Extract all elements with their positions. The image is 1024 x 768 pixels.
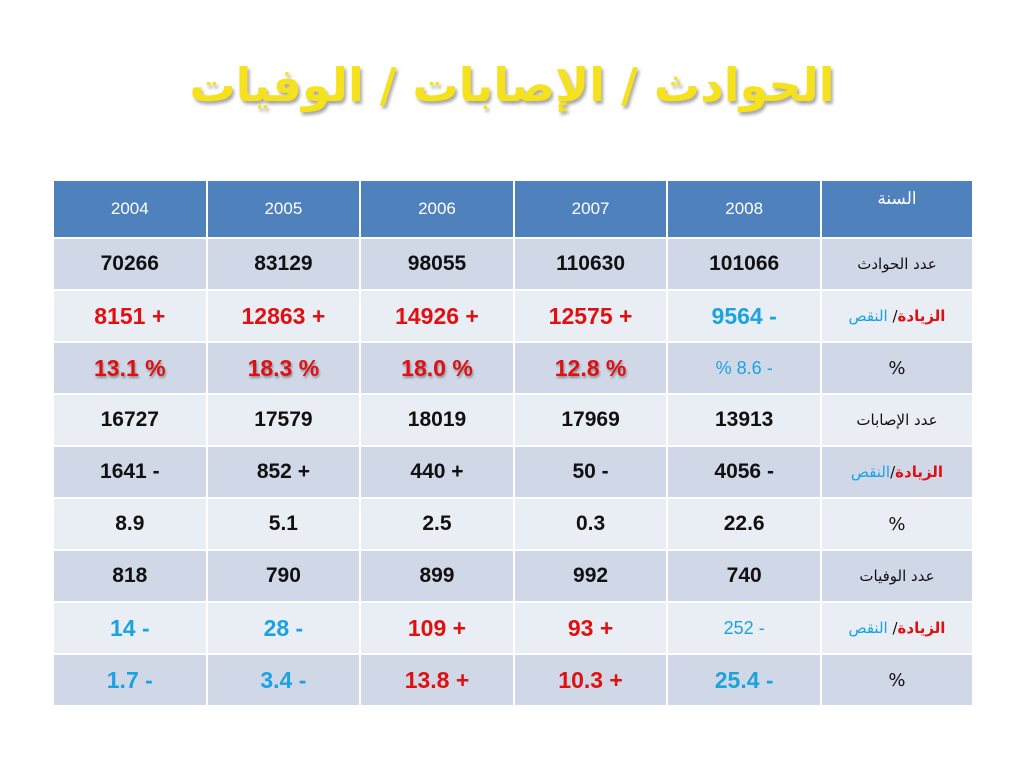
- year-header: 2007: [512, 179, 669, 239]
- table-cell: - 1.7: [52, 653, 208, 707]
- year-header-label: السنة: [819, 179, 974, 239]
- table-cell: - 9564: [666, 289, 822, 343]
- increase-label: الزيادة: [897, 307, 946, 325]
- table-cell: 16727: [52, 393, 208, 447]
- table-cell: + 13.8: [359, 653, 515, 707]
- table-row-injuries-percent: % 22.6 0.3 2.5 5.1 8.9: [52, 497, 974, 551]
- table-cell: 17579: [205, 393, 362, 447]
- row-label: %: [819, 341, 974, 395]
- table-cell: 13913: [666, 393, 822, 447]
- table-cell: + 12575: [512, 289, 669, 343]
- table-cell: 98055: [359, 237, 515, 291]
- table-cell: + 12863: [205, 289, 362, 343]
- row-label: %: [819, 497, 974, 551]
- table-row-accidents-change: الزيادة/ النقص - 9564 + 12575 + 14926 + …: [52, 289, 974, 343]
- table-row-accidents-percent: % - 8.6 % % 12.8 % 18.0 % 18.3 % 13.1: [52, 341, 974, 395]
- label-separator: /: [887, 619, 898, 637]
- table-cell: % 18.0: [359, 341, 515, 395]
- row-label: عدد الحوادث: [819, 237, 974, 291]
- table-cell: 22.6: [666, 497, 822, 551]
- increase-label: الزيادة: [897, 619, 946, 637]
- row-label: عدد الوفيات: [819, 549, 974, 603]
- table-cell: - 25.4: [666, 653, 822, 707]
- row-label: الزيادة/ النقص: [819, 601, 974, 655]
- table-cell: - 4056: [666, 445, 822, 499]
- table-cell: 83129: [205, 237, 362, 291]
- table-cell: 818: [52, 549, 208, 603]
- table-row-injuries-change: الزيادة/النقص - 4056 - 50 + 440 + 852 - …: [52, 445, 974, 499]
- table-cell: + 10.3: [512, 653, 669, 707]
- table-cell: + 93: [512, 601, 669, 655]
- table-row-deaths-percent: % - 25.4 + 10.3 + 13.8 - 3.4 - 1.7: [52, 653, 974, 707]
- table-cell: 110630: [512, 237, 669, 291]
- statistics-table: السنة 2008 2007 2006 2005 2004 عدد الحوا…: [52, 179, 974, 707]
- row-label: عدد الإصابات: [819, 393, 974, 447]
- table-cell: + 14926: [359, 289, 515, 343]
- table-cell: 899: [359, 549, 515, 603]
- table-cell: - 1641: [52, 445, 208, 499]
- table-cell: 8.9: [52, 497, 208, 551]
- table-cell: + 109: [359, 601, 515, 655]
- table-cell: % 13.1: [52, 341, 208, 395]
- table-cell: 2.5: [359, 497, 515, 551]
- table-cell: % 12.8: [512, 341, 669, 395]
- decrease-label: النقص: [848, 307, 888, 325]
- table-cell: 790: [205, 549, 362, 603]
- decrease-label: النقص: [850, 463, 891, 481]
- table-cell: 70266: [52, 237, 208, 291]
- table-cell: + 440: [359, 445, 515, 499]
- table-cell: 0.3: [512, 497, 669, 551]
- table-row-deaths-count: عدد الوفيات 740 992 899 790 818: [52, 549, 974, 603]
- table-cell: % 18.3: [205, 341, 362, 395]
- increase-label: الزيادة: [895, 463, 944, 481]
- table-cell: 101066: [666, 237, 822, 291]
- slide-title: الحوادث / الإصابات / الوفيات: [189, 58, 835, 112]
- table-cell: - 50: [512, 445, 669, 499]
- table-cell: - 3.4: [205, 653, 362, 707]
- table-cell: 5.1: [205, 497, 362, 551]
- row-label: الزيادة/ النقص: [819, 289, 974, 343]
- table-cell: - 28: [205, 601, 362, 655]
- decrease-label: النقص: [848, 619, 888, 637]
- table-cell: 17969: [512, 393, 669, 447]
- table-cell: - 252: [666, 601, 822, 655]
- header-row: السنة 2008 2007 2006 2005 2004: [52, 179, 974, 239]
- year-header: 2005: [205, 179, 362, 239]
- row-label: الزيادة/النقص: [819, 445, 974, 499]
- table-cell: + 852: [205, 445, 362, 499]
- label-separator: /: [887, 307, 898, 325]
- table-row-injuries-count: عدد الإصابات 13913 17969 18019 17579 167…: [52, 393, 974, 447]
- year-header: 2006: [359, 179, 515, 239]
- table-cell: - 8.6 %: [666, 341, 822, 395]
- table-row-accidents-count: عدد الحوادث 101066 110630 98055 83129 70…: [52, 237, 974, 291]
- table-cell: 18019: [359, 393, 515, 447]
- table-cell: 740: [666, 549, 822, 603]
- table-cell: - 14: [52, 601, 208, 655]
- row-label: %: [819, 653, 974, 707]
- year-header: 2004: [52, 179, 208, 239]
- year-header: 2008: [666, 179, 822, 239]
- table-cell: 992: [512, 549, 669, 603]
- table-row-deaths-change: الزيادة/ النقص - 252 + 93 + 109 - 28 - 1…: [52, 601, 974, 655]
- table-cell: + 8151: [52, 289, 208, 343]
- label-separator: /: [890, 463, 896, 481]
